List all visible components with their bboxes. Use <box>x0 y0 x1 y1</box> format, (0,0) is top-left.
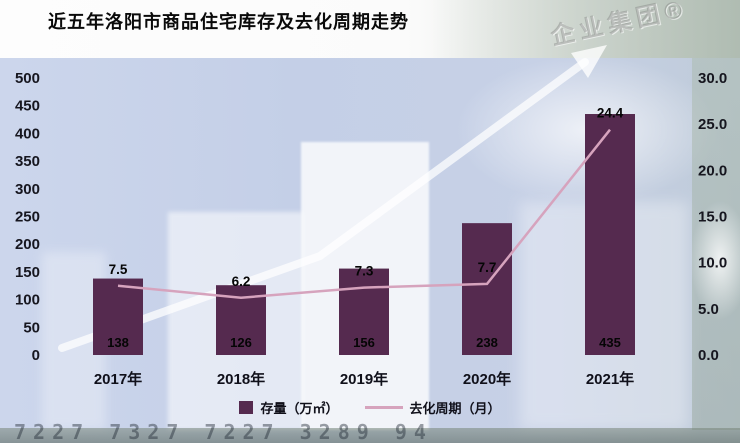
bar-value-label: 238 <box>476 335 498 350</box>
line-value-label: 7.7 <box>478 260 497 275</box>
left-axis-tick: 200 <box>15 236 40 253</box>
right-axis-tick: 25.0 <box>698 116 727 133</box>
left-axis-tick: 350 <box>15 153 40 170</box>
right-axis-tick: 10.0 <box>698 255 727 272</box>
left-axis-tick: 150 <box>15 264 40 281</box>
inventory-swatch-icon <box>239 401 254 414</box>
left-axis-tick: 250 <box>15 209 40 226</box>
bar-value-label: 156 <box>353 335 375 350</box>
left-axis-tick: 100 <box>15 292 40 309</box>
background-right-blob <box>690 200 740 320</box>
legend-item-cycle: 去化周期（月） <box>364 398 501 417</box>
x-axis-label: 2020年 <box>463 370 511 388</box>
cycle-line-swatch-icon <box>364 406 403 409</box>
right-axis-tick: 15.0 <box>698 209 727 226</box>
bar-value-label: 126 <box>230 335 252 350</box>
left-axis-tick: 450 <box>15 98 40 115</box>
bar-value-label: 138 <box>107 335 129 350</box>
right-axis-tick: 20.0 <box>698 162 727 179</box>
legend-inventory-label: 存量（万㎡） <box>260 401 339 416</box>
left-axis-tick: 300 <box>15 181 40 198</box>
inventory-bar <box>585 114 635 355</box>
x-axis-label: 2018年 <box>217 370 265 388</box>
legend-item-inventory: 存量（万㎡） <box>239 398 339 417</box>
inventory-bar <box>93 278 143 355</box>
x-axis-label: 2017年 <box>94 370 142 388</box>
bar-value-label: 435 <box>599 335 621 350</box>
inventory-bar <box>339 268 389 355</box>
background-bottom-strip <box>0 428 740 443</box>
line-value-label: 7.5 <box>109 262 128 277</box>
left-axis-tick: 500 <box>15 70 40 87</box>
line-value-label: 6.2 <box>232 274 251 289</box>
chart-legend: 存量（万㎡） 去化周期（月） <box>0 398 740 417</box>
inventory-bar <box>462 223 512 355</box>
right-axis-tick: 5.0 <box>698 301 719 318</box>
left-axis-tick: 400 <box>15 125 40 142</box>
line-value-label: 24.4 <box>597 106 624 121</box>
left-axis-tick: 50 <box>23 319 40 336</box>
background-ticker-digits: 7227 7327 7227 3289 94 <box>14 420 433 443</box>
cycle-line <box>117 128 611 300</box>
legend-cycle-label: 去化周期（月） <box>409 401 501 416</box>
right-axis-tick: 0.0 <box>698 347 719 364</box>
background-photo-band <box>430 0 740 58</box>
x-axis-label: 2021年 <box>586 370 634 388</box>
chart-title: 近五年洛阳市商品住宅库存及去化周期走势 <box>48 12 409 32</box>
right-axis-tick: 30.0 <box>698 70 727 87</box>
x-axis-label: 2019年 <box>340 370 388 388</box>
line-value-label: 7.3 <box>355 264 374 279</box>
left-axis-tick: 0 <box>32 347 40 364</box>
